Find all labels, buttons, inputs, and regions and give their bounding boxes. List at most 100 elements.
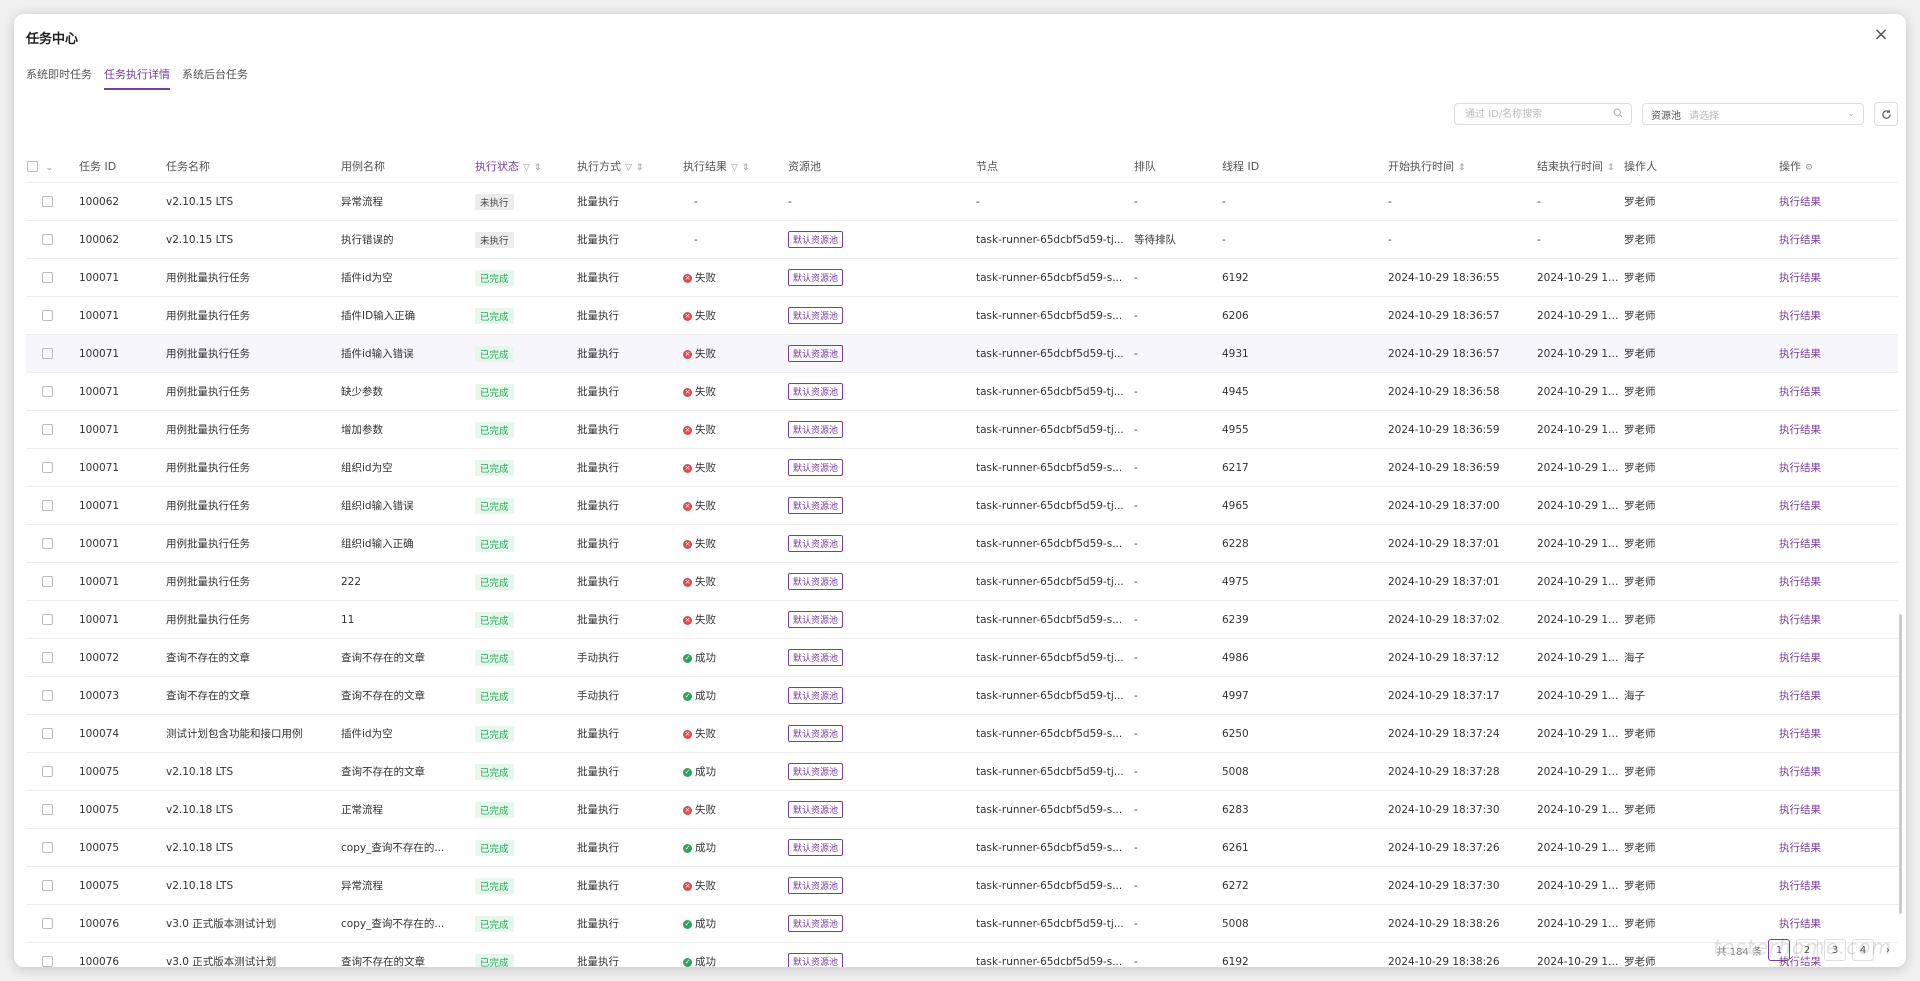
- end-time-cell: 2024-10-29 18:36:59: [1536, 410, 1623, 449]
- row-checkbox[interactable]: [42, 272, 53, 283]
- scrollbar[interactable]: [1899, 614, 1902, 914]
- row-checkbox[interactable]: [42, 652, 53, 663]
- row-checkbox[interactable]: [42, 234, 53, 245]
- search-input[interactable]: [1463, 107, 1613, 121]
- start-time-cell: 2024-10-29 18:37:12: [1387, 638, 1536, 677]
- fail-icon: ×: [683, 349, 692, 359]
- view-result-link[interactable]: 执行结果: [1779, 766, 1821, 778]
- fail-icon: ×: [683, 729, 692, 739]
- select-all-checkbox[interactable]: [27, 161, 38, 172]
- queue-cell: -: [1133, 866, 1221, 905]
- view-result-link[interactable]: 执行结果: [1779, 424, 1821, 436]
- view-result-link[interactable]: 执行结果: [1779, 576, 1821, 588]
- view-result-link[interactable]: 执行结果: [1779, 728, 1821, 740]
- start-time-cell: 2024-10-29 18:37:01: [1387, 524, 1536, 563]
- row-checkbox[interactable]: [42, 842, 53, 853]
- row-checkbox[interactable]: [42, 424, 53, 435]
- next-page-icon[interactable]: ›: [1886, 944, 1890, 956]
- result-text: 失败: [695, 348, 716, 360]
- status-cell: 已完成: [474, 752, 576, 791]
- tab-execution-details[interactable]: 任务执行详情: [104, 66, 170, 90]
- pool-cell: 默认资源池: [787, 448, 975, 487]
- row-checkbox[interactable]: [42, 538, 53, 549]
- tab-background-tasks[interactable]: 系统后台任务: [182, 68, 248, 81]
- view-result-link[interactable]: 执行结果: [1779, 804, 1821, 816]
- task-name-cell: v2.10.15 LTS: [165, 220, 340, 259]
- tab-instant-tasks[interactable]: 系统即时任务: [26, 68, 92, 81]
- view-result-link[interactable]: 执行结果: [1779, 538, 1821, 550]
- page-button[interactable]: 1: [1768, 939, 1790, 961]
- row-checkbox[interactable]: [42, 614, 53, 625]
- sort-icon[interactable]: ⇕: [1458, 163, 1466, 173]
- resource-pool-select[interactable]: 资源池 请选择 ⌄: [1642, 103, 1864, 125]
- case-name-cell: 组织id输入正确: [340, 524, 474, 563]
- sort-icon[interactable]: ⇕: [635, 163, 644, 173]
- view-result-link[interactable]: 执行结果: [1779, 234, 1821, 246]
- page-button[interactable]: 2: [1796, 939, 1818, 961]
- close-icon[interactable]: ×: [1873, 24, 1889, 45]
- end-time-cell: 2024-10-29 18:38:26: [1536, 942, 1623, 967]
- pool-cell: -: [787, 182, 975, 221]
- col-queue: 排队: [1133, 150, 1221, 183]
- chevron-down-icon[interactable]: ⌄: [45, 162, 54, 173]
- row-checkbox[interactable]: [42, 500, 53, 511]
- row-checkbox[interactable]: [42, 348, 53, 359]
- task-name-cell: 用例批量执行任务: [165, 296, 340, 335]
- search-icon[interactable]: [1613, 107, 1623, 121]
- row-checkbox[interactable]: [42, 918, 53, 929]
- view-result-link[interactable]: 执行结果: [1779, 272, 1821, 284]
- filter-icon[interactable]: ▽: [731, 163, 738, 173]
- view-result-link[interactable]: 执行结果: [1779, 196, 1821, 208]
- row-checkbox[interactable]: [42, 386, 53, 397]
- sort-icon[interactable]: ⇕: [741, 163, 750, 173]
- filter-icon[interactable]: ▽: [625, 163, 632, 173]
- row-checkbox[interactable]: [42, 310, 53, 321]
- node-cell: task-runner-65dcbf5d59-s...: [975, 448, 1133, 487]
- pool-tag: 默认资源池: [788, 839, 844, 856]
- result-text: -: [694, 233, 698, 246]
- action-cell: 执行结果: [1778, 372, 1898, 411]
- view-result-link[interactable]: 执行结果: [1779, 614, 1821, 626]
- filter-icon[interactable]: ▽: [523, 163, 530, 173]
- start-time-cell: 2024-10-29 18:38:26: [1387, 942, 1536, 967]
- row-checkbox[interactable]: [42, 956, 53, 967]
- page-button[interactable]: 4: [1852, 939, 1874, 961]
- gear-icon[interactable]: ⚙: [1805, 163, 1814, 173]
- view-result-link[interactable]: 执行结果: [1779, 652, 1821, 664]
- row-checkbox[interactable]: [42, 196, 53, 207]
- action-cell: 执行结果: [1778, 676, 1898, 715]
- action-cell: 执行结果: [1778, 904, 1898, 943]
- refresh-button[interactable]: [1874, 102, 1898, 126]
- col-task-id: 任务 ID: [78, 150, 165, 183]
- row-checkbox[interactable]: [42, 766, 53, 777]
- task-id-cell: 100075: [78, 790, 165, 829]
- row-checkbox[interactable]: [42, 576, 53, 587]
- modal-title: 任务中心: [26, 32, 79, 47]
- view-result-link[interactable]: 执行结果: [1779, 918, 1821, 930]
- view-result-link[interactable]: 执行结果: [1779, 880, 1821, 892]
- result-text: 失败: [695, 386, 716, 398]
- row-checkbox[interactable]: [42, 728, 53, 739]
- pool-tag: 默认资源池: [788, 611, 844, 628]
- row-checkbox[interactable]: [42, 804, 53, 815]
- view-result-link[interactable]: 执行结果: [1779, 500, 1821, 512]
- row-checkbox[interactable]: [42, 690, 53, 701]
- status-badge: 已完成: [475, 953, 514, 967]
- view-result-link[interactable]: 执行结果: [1779, 310, 1821, 322]
- queue-cell: -: [1133, 258, 1221, 297]
- view-result-link[interactable]: 执行结果: [1779, 386, 1821, 398]
- row-checkbox[interactable]: [42, 880, 53, 891]
- view-result-link[interactable]: 执行结果: [1779, 348, 1821, 360]
- view-result-link[interactable]: 执行结果: [1779, 690, 1821, 702]
- operator-cell: 罗老师: [1623, 448, 1778, 487]
- mode-cell: 批量执行: [576, 258, 682, 297]
- col-pool: 资源池: [787, 150, 975, 183]
- task-id-cell: 100071: [78, 410, 165, 449]
- case-name-cell: copy_查询不存在的...: [340, 828, 474, 867]
- view-result-link[interactable]: 执行结果: [1779, 462, 1821, 474]
- view-result-link[interactable]: 执行结果: [1779, 842, 1821, 854]
- page-button[interactable]: 3: [1824, 939, 1846, 961]
- sort-icon[interactable]: ⇕: [1607, 163, 1615, 173]
- sort-icon[interactable]: ⇕: [533, 163, 542, 173]
- row-checkbox[interactable]: [42, 462, 53, 473]
